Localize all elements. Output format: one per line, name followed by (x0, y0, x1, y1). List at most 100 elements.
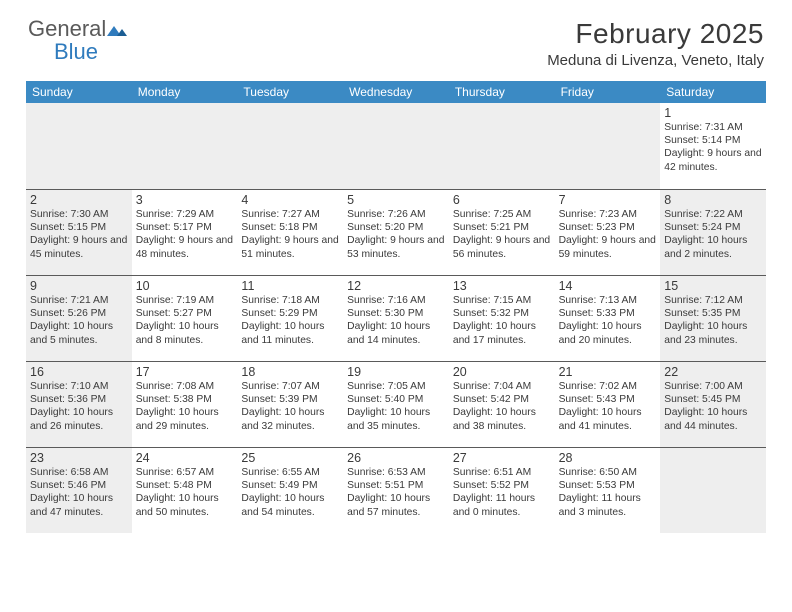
sunset-line: Sunset: 5:51 PM (347, 479, 445, 492)
sunset-line: Sunset: 5:29 PM (241, 307, 339, 320)
daylight-line: Daylight: 10 hours and 57 minutes. (347, 492, 445, 518)
sunset-line: Sunset: 5:27 PM (136, 307, 234, 320)
day-number: 3 (136, 193, 234, 207)
day-number: 24 (136, 451, 234, 465)
page-title: February 2025 (547, 18, 764, 50)
daylight-line: Daylight: 9 hours and 51 minutes. (241, 234, 339, 260)
calendar-cell: 19Sunrise: 7:05 AMSunset: 5:40 PMDayligh… (343, 361, 449, 447)
day-number: 21 (559, 365, 657, 379)
day-number: 11 (241, 279, 339, 293)
calendar-cell: 3Sunrise: 7:29 AMSunset: 5:17 PMDaylight… (132, 189, 238, 275)
sunset-line: Sunset: 5:18 PM (241, 221, 339, 234)
day-number: 26 (347, 451, 445, 465)
daylight-line: Daylight: 10 hours and 29 minutes. (136, 406, 234, 432)
day-number: 1 (664, 106, 762, 120)
brand-word-1: General (28, 16, 106, 41)
sunrise-line: Sunrise: 6:51 AM (453, 466, 551, 479)
brand-logo: General Blue (28, 18, 127, 64)
sunset-line: Sunset: 5:40 PM (347, 393, 445, 406)
day-number: 27 (453, 451, 551, 465)
weekday-header: Saturday (660, 81, 766, 103)
day-number: 4 (241, 193, 339, 207)
daylight-line: Daylight: 10 hours and 38 minutes. (453, 406, 551, 432)
sunset-line: Sunset: 5:36 PM (30, 393, 128, 406)
sunset-line: Sunset: 5:33 PM (559, 307, 657, 320)
sunrise-line: Sunrise: 7:16 AM (347, 294, 445, 307)
sunset-line: Sunset: 5:24 PM (664, 221, 762, 234)
sunrise-line: Sunrise: 7:22 AM (664, 208, 762, 221)
sunset-line: Sunset: 5:42 PM (453, 393, 551, 406)
day-number: 12 (347, 279, 445, 293)
sunset-line: Sunset: 5:53 PM (559, 479, 657, 492)
daylight-line: Daylight: 10 hours and 2 minutes. (664, 234, 762, 260)
sunrise-line: Sunrise: 6:53 AM (347, 466, 445, 479)
day-number: 17 (136, 365, 234, 379)
calendar-cell: 28Sunrise: 6:50 AMSunset: 5:53 PMDayligh… (555, 447, 661, 533)
sunset-line: Sunset: 5:32 PM (453, 307, 551, 320)
day-number: 22 (664, 365, 762, 379)
sunrise-line: Sunrise: 6:57 AM (136, 466, 234, 479)
sunset-line: Sunset: 5:45 PM (664, 393, 762, 406)
calendar-cell: 15Sunrise: 7:12 AMSunset: 5:35 PMDayligh… (660, 275, 766, 361)
day-number: 23 (30, 451, 128, 465)
daylight-line: Daylight: 10 hours and 8 minutes. (136, 320, 234, 346)
daylight-line: Daylight: 10 hours and 44 minutes. (664, 406, 762, 432)
daylight-line: Daylight: 11 hours and 3 minutes. (559, 492, 657, 518)
daylight-line: Daylight: 10 hours and 47 minutes. (30, 492, 128, 518)
sunrise-line: Sunrise: 7:15 AM (453, 294, 551, 307)
day-number: 6 (453, 193, 551, 207)
sunrise-line: Sunrise: 7:12 AM (664, 294, 762, 307)
sunset-line: Sunset: 5:15 PM (30, 221, 128, 234)
title-block: February 2025 Meduna di Livenza, Veneto,… (547, 18, 764, 69)
sunset-line: Sunset: 5:46 PM (30, 479, 128, 492)
daylight-line: Daylight: 9 hours and 56 minutes. (453, 234, 551, 260)
sunrise-line: Sunrise: 7:08 AM (136, 380, 234, 393)
sunrise-line: Sunrise: 7:04 AM (453, 380, 551, 393)
daylight-line: Daylight: 11 hours and 0 minutes. (453, 492, 551, 518)
calendar-cell-blank (343, 103, 449, 189)
calendar: SundayMondayTuesdayWednesdayThursdayFrid… (26, 81, 766, 533)
day-number: 15 (664, 279, 762, 293)
sunrise-line: Sunrise: 7:07 AM (241, 380, 339, 393)
sunset-line: Sunset: 5:43 PM (559, 393, 657, 406)
calendar-cell: 6Sunrise: 7:25 AMSunset: 5:21 PMDaylight… (449, 189, 555, 275)
sunset-line: Sunset: 5:23 PM (559, 221, 657, 234)
day-number: 2 (30, 193, 128, 207)
daylight-line: Daylight: 10 hours and 26 minutes. (30, 406, 128, 432)
calendar-cell: 25Sunrise: 6:55 AMSunset: 5:49 PMDayligh… (237, 447, 343, 533)
sunset-line: Sunset: 5:17 PM (136, 221, 234, 234)
calendar-cell: 7Sunrise: 7:23 AMSunset: 5:23 PMDaylight… (555, 189, 661, 275)
day-number: 20 (453, 365, 551, 379)
brand-mark-icon (107, 22, 127, 41)
sunset-line: Sunset: 5:26 PM (30, 307, 128, 320)
sunrise-line: Sunrise: 7:25 AM (453, 208, 551, 221)
day-number: 28 (559, 451, 657, 465)
sunset-line: Sunset: 5:30 PM (347, 307, 445, 320)
day-number: 19 (347, 365, 445, 379)
calendar-cell: 20Sunrise: 7:04 AMSunset: 5:42 PMDayligh… (449, 361, 555, 447)
sunrise-line: Sunrise: 7:31 AM (664, 121, 762, 134)
calendar-cell-blank (237, 103, 343, 189)
calendar-cell: 5Sunrise: 7:26 AMSunset: 5:20 PMDaylight… (343, 189, 449, 275)
weekday-header: Wednesday (343, 81, 449, 103)
weekday-header: Monday (132, 81, 238, 103)
calendar-grid: 1Sunrise: 7:31 AMSunset: 5:14 PMDaylight… (26, 103, 766, 533)
day-number: 25 (241, 451, 339, 465)
calendar-cell: 23Sunrise: 6:58 AMSunset: 5:46 PMDayligh… (26, 447, 132, 533)
daylight-line: Daylight: 10 hours and 23 minutes. (664, 320, 762, 346)
sunset-line: Sunset: 5:48 PM (136, 479, 234, 492)
day-number: 14 (559, 279, 657, 293)
sunrise-line: Sunrise: 7:02 AM (559, 380, 657, 393)
calendar-cell: 4Sunrise: 7:27 AMSunset: 5:18 PMDaylight… (237, 189, 343, 275)
calendar-cell: 18Sunrise: 7:07 AMSunset: 5:39 PMDayligh… (237, 361, 343, 447)
weekday-header: Friday (555, 81, 661, 103)
sunrise-line: Sunrise: 7:05 AM (347, 380, 445, 393)
brand-word-2: Blue (54, 39, 98, 64)
day-number: 16 (30, 365, 128, 379)
sunrise-line: Sunrise: 7:10 AM (30, 380, 128, 393)
sunrise-line: Sunrise: 7:23 AM (559, 208, 657, 221)
calendar-cell: 11Sunrise: 7:18 AMSunset: 5:29 PMDayligh… (237, 275, 343, 361)
calendar-cell: 14Sunrise: 7:13 AMSunset: 5:33 PMDayligh… (555, 275, 661, 361)
daylight-line: Daylight: 9 hours and 53 minutes. (347, 234, 445, 260)
sunrise-line: Sunrise: 7:18 AM (241, 294, 339, 307)
